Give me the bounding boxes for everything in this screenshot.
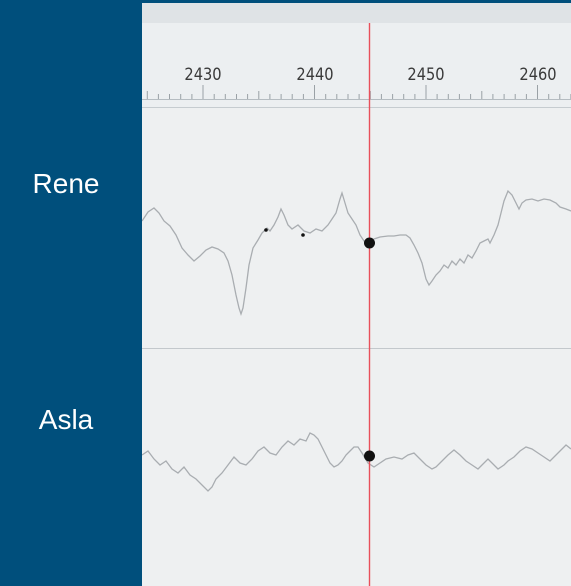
playhead-marker-asla[interactable] — [364, 450, 375, 462]
timeline-ruler[interactable]: 2430 2440 2450 2460 — [142, 23, 571, 108]
marker-dot[interactable] — [264, 228, 268, 232]
marker-dot[interactable] — [301, 233, 305, 237]
track-label-rene[interactable]: Rene — [32, 168, 100, 199]
playhead-marker-rene[interactable] — [364, 237, 375, 249]
waveform-viewer[interactable]: 2430 2440 2450 2460 — [142, 3, 571, 586]
track-sidebar: Rene Asla — [0, 0, 142, 586]
tick-label-2460: 2460 — [519, 65, 557, 85]
viewer-header-band — [142, 3, 571, 23]
tick-label-2430: 2430 — [184, 65, 222, 85]
tick-label-2440: 2440 — [296, 65, 334, 85]
track-label-asla[interactable]: Asla — [38, 404, 94, 435]
waveform-rene[interactable] — [142, 189, 571, 317]
waveform-asla[interactable] — [142, 432, 571, 492]
ruler-tick-marks — [146, 85, 571, 99]
tick-label-2450: 2450 — [407, 65, 445, 85]
waveform-canvas — [142, 23, 571, 586]
